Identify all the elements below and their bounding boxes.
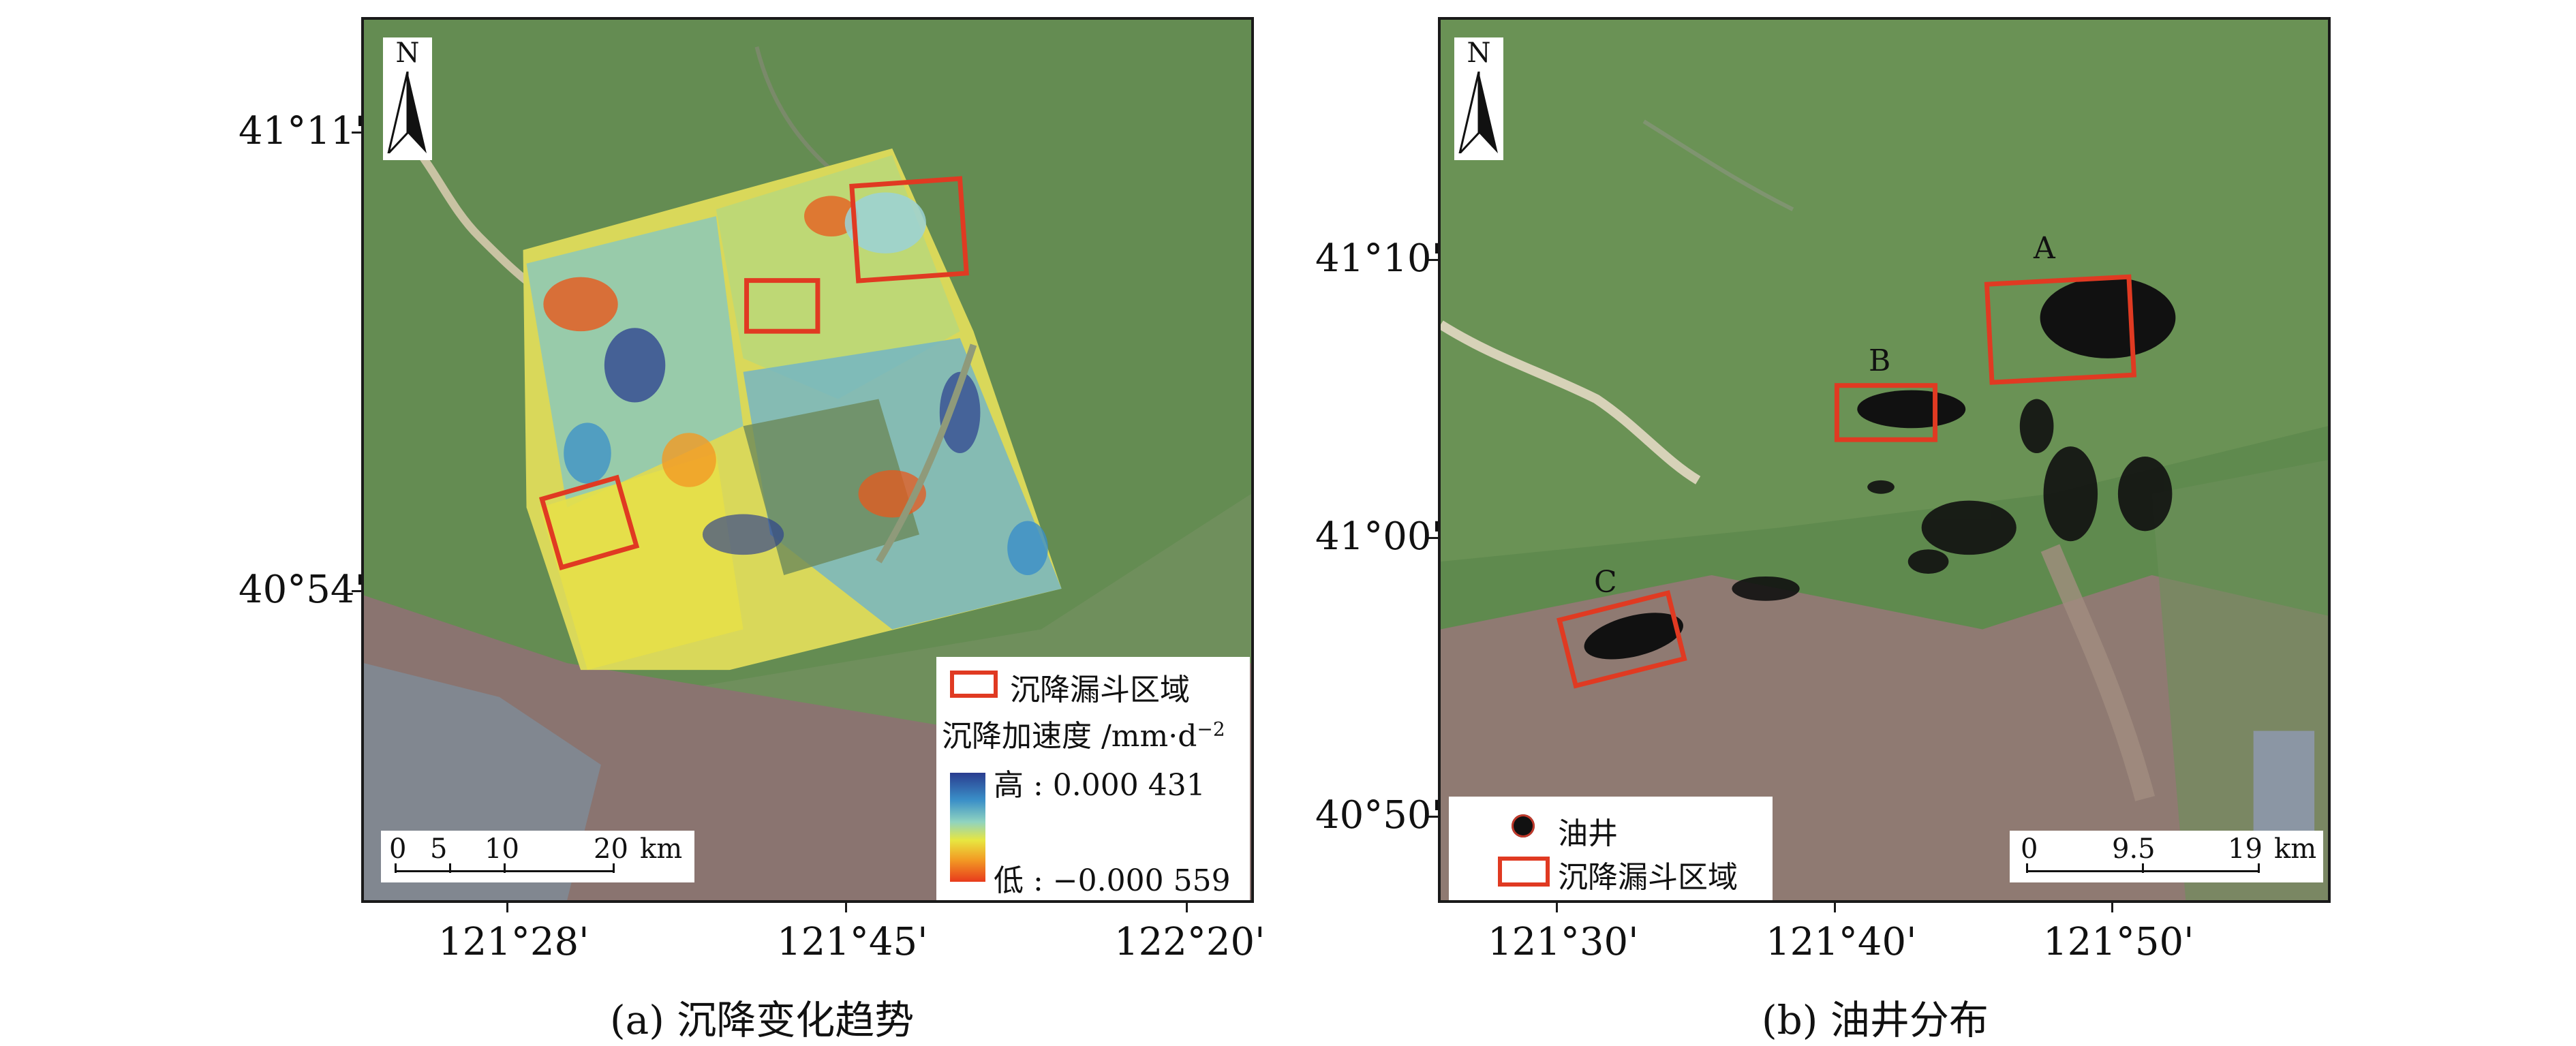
legend-a: 沉降漏斗区域 沉降加速度 /mm·d−2 高 : 0.000 431 低 : −… bbox=[936, 657, 1250, 900]
north-arrow: N bbox=[383, 37, 432, 160]
scale-bar: 0 9.5 19 km bbox=[2010, 831, 2323, 882]
box-label-b: B bbox=[1869, 343, 1891, 378]
oil-well-map bbox=[1441, 20, 2328, 900]
caption-b: (b) 油井分布 bbox=[1762, 997, 1989, 1043]
y-tick-a-1: 41°11' bbox=[239, 109, 365, 153]
map-panel-a: N 0 5 10 20 km 沉降漏斗区域 沉降加速度 /mm·d−2 高 : … bbox=[361, 17, 1254, 903]
x-tick-a-2: 121°45' bbox=[777, 920, 928, 964]
north-arrow-icon bbox=[1458, 72, 1498, 153]
north-arrow-icon bbox=[387, 72, 427, 153]
caption-a: (a) 沉降变化趋势 bbox=[610, 997, 915, 1043]
map-panel-b: A B C N 油井 沉降漏斗区域 0 9.5 19 km bbox=[1438, 17, 2331, 903]
x-tick-b-3: 121°50' bbox=[2043, 920, 2194, 964]
subsidence-map bbox=[364, 20, 1251, 900]
y-tick-a-2: 40°54' bbox=[239, 568, 365, 612]
legend-b: 油井 沉降漏斗区域 bbox=[1449, 797, 1773, 900]
x-tick-a-1: 121°28' bbox=[438, 920, 589, 964]
subsidence-box-symbol bbox=[1498, 857, 1550, 887]
north-arrow: N bbox=[1454, 37, 1503, 160]
box-label-a: A bbox=[2034, 231, 2055, 266]
box-label-c: C bbox=[1594, 565, 1617, 600]
x-tick-a-3: 122°20' bbox=[1114, 920, 1266, 964]
y-tick-b-2: 41°00' bbox=[1315, 514, 1442, 559]
y-tick-b-3: 40°50' bbox=[1315, 793, 1442, 837]
ramp-title: 沉降加速度 /mm·d−2 bbox=[942, 718, 1225, 754]
subsidence-box-symbol bbox=[950, 671, 998, 698]
y-tick-b-1: 41°10' bbox=[1315, 236, 1442, 281]
x-tick-b-1: 121°30' bbox=[1488, 920, 1639, 964]
x-tick-b-2: 121°40' bbox=[1766, 920, 1917, 964]
color-ramp bbox=[950, 773, 985, 882]
oil-well-symbol bbox=[1512, 814, 1535, 837]
scale-bar: 0 5 10 20 km bbox=[381, 831, 694, 882]
